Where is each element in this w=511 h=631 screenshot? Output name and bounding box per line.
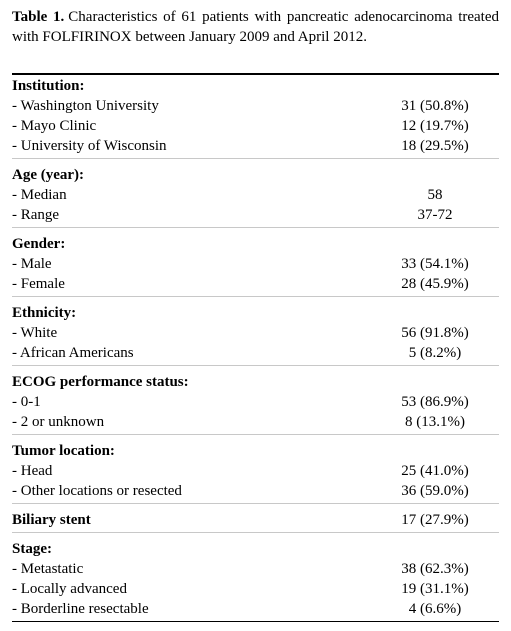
row-label: - Range [12,207,60,223]
row-label: - 0-1 [12,394,41,410]
row-value: 8 (13.1%) [405,414,465,430]
section-header: Stage: [12,539,499,559]
caption-label: Table 1. [12,9,65,25]
row-label: - Locally advanced [12,581,127,597]
row-value: 5 (8.2%) [408,345,462,361]
row-label: - Female [12,276,65,292]
row-value: 53 (86.9%) [401,394,469,410]
table-row: - Range 37-72 [12,205,499,225]
row-value: 38 (62.3%) [401,561,469,577]
table-row: - Other locations or resected 36 (59.0%) [12,481,499,501]
row-label: - 2 or unknown [12,414,105,430]
table-body: Institution: - Washington University 31 (5… [12,75,499,622]
header-text: Stage: [12,541,52,557]
section-header: Gender: [12,234,499,254]
row-value: 36 (59.0%) [401,483,469,499]
row-value: 4 (6.6%) [408,601,462,617]
row-label: - Head [12,463,53,479]
table-caption: Table 1. Characteristics of 61 patients w… [12,0,499,73]
section-header: Biliary stent 17 (27.9%) [12,510,499,530]
section-header: Institution: [12,76,499,96]
row-label: - Other locations or resected [12,483,182,499]
table-row: - Mayo Clinic 12 (19.7%) [12,116,499,136]
row-value: 33 (54.1%) [401,256,469,272]
row-label: - Male [12,256,52,272]
header-text: Tumor location: [12,443,115,459]
row-label: - Washington University [12,98,159,114]
header-text: ECOG performance status: [12,374,189,390]
table-row: - Metastatic 38 (62.3%) [12,559,499,579]
table-row: - Head 25 (41.0%) [12,461,499,481]
section: Tumor location: - Head 25 (41.0%) - Other l… [12,435,499,504]
section-header: Tumor location: [12,441,499,461]
row-label: - Median [12,187,67,203]
row-value: 28 (45.9%) [401,276,469,292]
row-label: - Mayo Clinic [12,118,97,134]
row-value: 58 [427,187,443,203]
table-row: - Washington University 31 (50.8%) [12,96,499,116]
row-value: 25 (41.0%) [401,463,469,479]
section: Institution: - Washington University 31 (5… [12,75,499,159]
section: ECOG performance status: - 0-1 53 (86.9%) -… [12,366,499,435]
caption-text: Characteristics of 61 patients with panc… [12,9,499,45]
section: Biliary stent 17 (27.9%) [12,504,499,533]
table-row: - Female 28 (45.9%) [12,274,499,294]
table-row: - 2 or unknown 8 (13.1%) [12,412,499,432]
section: Stage: - Metastatic 38 (62.3%) - Locally ad… [12,533,499,622]
header-value: 17 (27.9%) [401,512,469,528]
section: Gender: - Male 33 (54.1%) - Female 28 (45.9%… [12,228,499,297]
row-value: 31 (50.8%) [401,98,469,114]
section: Ethnicity: - White 56 (91.8%) - African Ame… [12,297,499,366]
header-text: Institution: [12,78,85,94]
table-row: - Male 33 (54.1%) [12,254,499,274]
row-label: - African Americans [12,345,134,361]
row-label: - White [12,325,58,341]
table-row: - White 56 (91.8%) [12,323,499,343]
section-header: ECOG performance status: [12,372,499,392]
row-label: - Borderline resectable [12,601,149,617]
row-value: 18 (29.5%) [401,138,469,154]
table-row: - Locally advanced 19 (31.1%) [12,579,499,599]
header-text: Ethnicity: [12,305,77,321]
row-value: 56 (91.8%) [401,325,469,341]
section-header: Ethnicity: [12,303,499,323]
table-row: - Median 58 [12,185,499,205]
header-text: Biliary stent [12,512,91,528]
table-row: - 0-1 53 (86.9%) [12,392,499,412]
header-text: Age (year): [12,167,85,183]
table-row: - Borderline resectable 4 (6.6%) [12,599,499,619]
row-label: - Metastatic [12,561,84,577]
row-label: - University of Wisconsin [12,138,167,154]
row-value: 12 (19.7%) [401,118,469,134]
table-row: - University of Wisconsin 18 (29.5%) [12,136,499,156]
section-header: Age (year): [12,165,499,185]
row-value: 19 (31.1%) [401,581,469,597]
header-text: Gender: [12,236,66,252]
section: Age (year): - Median 58 - Range 37-72 [12,159,499,228]
row-value: 37-72 [417,207,453,223]
table-row: - African Americans 5 (8.2%) [12,343,499,363]
top-rule [12,73,499,75]
